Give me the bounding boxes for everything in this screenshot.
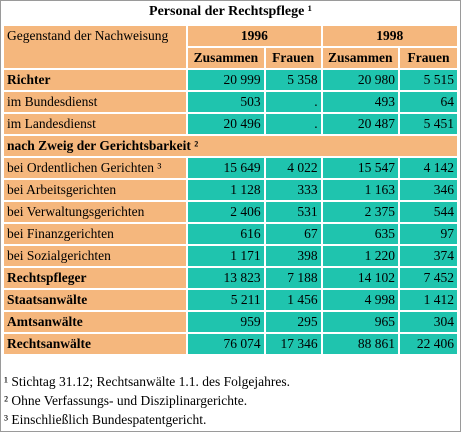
row-label: bei Finanzgerichten xyxy=(4,224,187,244)
cell-value: 374 xyxy=(399,246,457,266)
cell-value: 7 452 xyxy=(399,268,457,288)
cell-value: 5 451 xyxy=(399,114,457,134)
footnote-1: ¹ Stichtag 31.12; Rechtsanwälte 1.1. des… xyxy=(4,374,290,389)
footnotes: ¹ Stichtag 31.12; Rechtsanwälte 1.1. des… xyxy=(4,372,290,429)
row-label: Amtsanwälte xyxy=(4,312,187,332)
cell-value: 67 xyxy=(265,224,321,244)
col-header-zusammen-1998: Zusammen xyxy=(322,48,398,68)
cell-value: 333 xyxy=(265,180,321,200)
cell-value: 5 515 xyxy=(399,70,457,90)
footnote-2: ² Ohne Verfassungs- und Disziplinargeric… xyxy=(4,393,248,408)
cell-value: 2 375 xyxy=(322,202,398,222)
table-row-verwaltungsgerichte: bei Verwaltungsgerichten 2 406 531 2 375… xyxy=(4,202,457,222)
cell-value: 1 412 xyxy=(399,290,457,310)
cell-value: 1 456 xyxy=(265,290,321,310)
year-header-1998: 1998 xyxy=(322,26,457,46)
cell-value: 1 128 xyxy=(188,180,264,200)
table-row-bundesdienst: im Bundesdienst 503 . 493 64 xyxy=(4,92,457,112)
cell-value: 15 547 xyxy=(322,158,398,178)
cell-value: 965 xyxy=(322,312,398,332)
cell-value: 88 861 xyxy=(322,334,398,354)
cell-value: . xyxy=(265,114,321,134)
year-header-1996: 1996 xyxy=(188,26,321,46)
table-row-sozialgerichte: bei Sozialgerichten 1 171 398 1 220 374 xyxy=(4,246,457,266)
cell-value: 97 xyxy=(399,224,457,244)
cell-value: 346 xyxy=(399,180,457,200)
cell-value: 20 980 xyxy=(322,70,398,90)
cell-value: 959 xyxy=(188,312,264,332)
row-label: Rechtsanwälte xyxy=(4,334,187,354)
cell-value: 295 xyxy=(265,312,321,332)
cell-value: 398 xyxy=(265,246,321,266)
cell-value: 20 999 xyxy=(188,70,264,90)
table-row-richter: Richter 20 999 5 358 20 980 5 515 xyxy=(4,70,457,90)
row-label: bei Ordentlichen Gerichten ³ xyxy=(4,158,187,178)
row-label: Staatsanwälte xyxy=(4,290,187,310)
col-header-zusammen-1996: Zusammen xyxy=(188,48,264,68)
section-row: nach Zweig der Gerichtsbarkeit ² xyxy=(4,136,457,156)
cell-value: 15 649 xyxy=(188,158,264,178)
cell-value: 5 358 xyxy=(265,70,321,90)
row-label: im Landesdienst xyxy=(4,114,187,134)
cell-value: 20 487 xyxy=(322,114,398,134)
table-row-ordentliche: bei Ordentlichen Gerichten ³ 15 649 4 02… xyxy=(4,158,457,178)
cell-value: . xyxy=(265,92,321,112)
table-row-rechtspfleger: Rechtspfleger 13 823 7 188 14 102 7 452 xyxy=(4,268,457,288)
header-row-years: Gegenstand der Nachweisung 1996 1998 xyxy=(4,26,457,68)
table-row-rechtsanwaelte: Rechtsanwälte 76 074 17 346 88 861 22 40… xyxy=(4,334,457,354)
table-row-finanzgerichte: bei Finanzgerichten 616 67 635 97 xyxy=(4,224,457,244)
row-label: bei Verwaltungsgerichten xyxy=(4,202,187,222)
cell-value: 1 171 xyxy=(188,246,264,266)
cell-value: 2 406 xyxy=(188,202,264,222)
cell-value: 1 163 xyxy=(322,180,398,200)
personnel-table: Gegenstand der Nachweisung 1996 1998 Zus… xyxy=(2,24,459,356)
row-label: Rechtspfleger xyxy=(4,268,187,288)
cell-value: 4 022 xyxy=(265,158,321,178)
cell-value: 616 xyxy=(188,224,264,244)
footnote-3: ³ Einschließlich Bundespatentgericht. xyxy=(4,412,207,427)
cell-value: 4 142 xyxy=(399,158,457,178)
row-label: bei Sozialgerichten xyxy=(4,246,187,266)
cell-value: 4 998 xyxy=(322,290,398,310)
row-label: Richter xyxy=(4,70,187,90)
table-row-arbeitsgerichte: bei Arbeitsgerichten 1 128 333 1 163 346 xyxy=(4,180,457,200)
table-row-staatsanwaelte: Staatsanwälte 5 211 1 456 4 998 1 412 xyxy=(4,290,457,310)
col-header-frauen-1998: Frauen xyxy=(399,48,457,68)
cell-value: 531 xyxy=(265,202,321,222)
subject-header: Gegenstand der Nachweisung xyxy=(4,26,187,68)
row-label: bei Arbeitsgerichten xyxy=(4,180,187,200)
cell-value: 17 346 xyxy=(265,334,321,354)
cell-value: 635 xyxy=(322,224,398,244)
section-label: nach Zweig der Gerichtsbarkeit ² xyxy=(4,136,457,156)
cell-value: 20 496 xyxy=(188,114,264,134)
cell-value: 64 xyxy=(399,92,457,112)
col-header-frauen-1996: Frauen xyxy=(265,48,321,68)
cell-value: 1 220 xyxy=(322,246,398,266)
table-row-amtsanwaelte: Amtsanwälte 959 295 965 304 xyxy=(4,312,457,332)
table-row-landesdienst: im Landesdienst 20 496 . 20 487 5 451 xyxy=(4,114,457,134)
row-label: im Bundesdienst xyxy=(4,92,187,112)
cell-value: 5 211 xyxy=(188,290,264,310)
cell-value: 13 823 xyxy=(188,268,264,288)
cell-value: 503 xyxy=(188,92,264,112)
cell-value: 76 074 xyxy=(188,334,264,354)
cell-value: 493 xyxy=(322,92,398,112)
cell-value: 14 102 xyxy=(322,268,398,288)
header-row-columns: Zusammen Frauen Zusammen Frauen xyxy=(4,48,457,68)
cell-value: 304 xyxy=(399,312,457,332)
cell-value: 22 406 xyxy=(399,334,457,354)
cell-value: 7 188 xyxy=(265,268,321,288)
table-title: Personal der Rechtspflege ¹ xyxy=(149,4,312,19)
cell-value: 544 xyxy=(399,202,457,222)
